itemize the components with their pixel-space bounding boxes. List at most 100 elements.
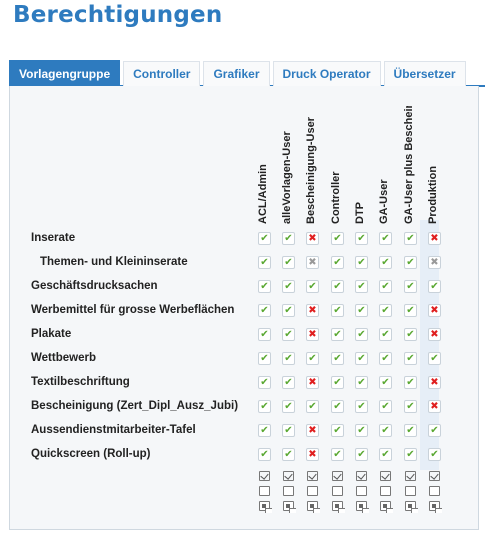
permission-granted-icon[interactable]: ✔ [379, 256, 392, 269]
permission-granted-icon[interactable]: ✔ [331, 424, 344, 437]
permission-granted-icon[interactable]: ✔ [379, 304, 392, 317]
permission-granted-icon[interactable]: ✔ [282, 376, 295, 389]
permission-granted-icon[interactable]: ✔ [379, 232, 392, 245]
invert-selection-icon[interactable] [405, 501, 418, 513]
permission-denied-icon[interactable]: ✖ [428, 400, 441, 413]
permission-granted-icon[interactable]: ✔ [355, 256, 368, 269]
permission-granted-icon[interactable]: ✔ [258, 448, 271, 461]
permission-granted-icon[interactable]: ✔ [258, 304, 271, 317]
permission-granted-icon[interactable]: ✔ [258, 256, 271, 269]
invert-selection-icon[interactable] [283, 501, 296, 513]
permission-granted-icon[interactable]: ✔ [306, 280, 319, 293]
invert-selection-icon[interactable] [429, 501, 442, 513]
permission-granted-icon[interactable]: ✔ [355, 448, 368, 461]
select-none-icon[interactable] [380, 486, 391, 496]
permission-granted-icon[interactable]: ✔ [355, 280, 368, 293]
permission-granted-icon[interactable]: ✔ [258, 328, 271, 341]
select-all-icon[interactable] [307, 471, 318, 481]
invert-selection-icon[interactable] [380, 501, 393, 513]
permission-granted-icon[interactable]: ✔ [355, 328, 368, 341]
permission-denied-icon[interactable]: ✖ [428, 304, 441, 317]
permission-granted-icon[interactable]: ✔ [404, 328, 417, 341]
permission-denied-icon[interactable]: ✖ [306, 376, 319, 389]
permission-granted-icon[interactable]: ✔ [331, 448, 344, 461]
tab-controller[interactable]: Controller [123, 61, 201, 86]
permission-granted-icon[interactable]: ✔ [282, 352, 295, 365]
select-all-icon[interactable] [356, 471, 367, 481]
permission-granted-icon[interactable]: ✔ [331, 352, 344, 365]
permission-granted-icon[interactable]: ✔ [258, 424, 271, 437]
permission-granted-icon[interactable]: ✔ [404, 376, 417, 389]
permission-granted-icon[interactable]: ✔ [428, 448, 441, 461]
invert-selection-icon[interactable] [307, 501, 320, 513]
select-none-icon[interactable] [356, 486, 367, 496]
permission-granted-icon[interactable]: ✔ [379, 400, 392, 413]
permission-granted-icon[interactable]: ✔ [379, 424, 392, 437]
permission-granted-icon[interactable]: ✔ [331, 328, 344, 341]
permission-granted-icon[interactable]: ✔ [282, 448, 295, 461]
permission-granted-icon[interactable]: ✔ [379, 280, 392, 293]
select-none-icon[interactable] [283, 486, 294, 496]
permission-granted-icon[interactable]: ✔ [379, 352, 392, 365]
permission-granted-icon[interactable]: ✔ [428, 352, 441, 365]
permission-granted-icon[interactable]: ✔ [331, 232, 344, 245]
permission-denied-icon[interactable]: ✖ [306, 256, 319, 269]
permission-granted-icon[interactable]: ✔ [331, 280, 344, 293]
select-all-icon[interactable] [259, 471, 270, 481]
permission-granted-icon[interactable]: ✔ [404, 256, 417, 269]
permission-granted-icon[interactable]: ✔ [306, 352, 319, 365]
permission-granted-icon[interactable]: ✔ [282, 232, 295, 245]
select-none-icon[interactable] [429, 486, 440, 496]
permission-granted-icon[interactable]: ✔ [282, 280, 295, 293]
permission-denied-icon[interactable]: ✖ [428, 256, 441, 269]
permission-granted-icon[interactable]: ✔ [258, 232, 271, 245]
permission-denied-icon[interactable]: ✖ [306, 304, 319, 317]
permission-granted-icon[interactable]: ✔ [282, 256, 295, 269]
select-all-icon[interactable] [405, 471, 416, 481]
permission-granted-icon[interactable]: ✔ [258, 376, 271, 389]
permission-granted-icon[interactable]: ✔ [355, 352, 368, 365]
invert-selection-icon[interactable] [332, 501, 345, 513]
permission-granted-icon[interactable]: ✔ [379, 328, 392, 341]
permission-granted-icon[interactable]: ✔ [258, 352, 271, 365]
permission-granted-icon[interactable]: ✔ [331, 256, 344, 269]
permission-denied-icon[interactable]: ✖ [428, 232, 441, 245]
permission-granted-icon[interactable]: ✔ [282, 328, 295, 341]
permission-denied-icon[interactable]: ✖ [306, 448, 319, 461]
invert-selection-icon[interactable] [259, 501, 272, 513]
tab-uebersetzer[interactable]: Übersetzer [383, 61, 466, 86]
permission-granted-icon[interactable]: ✔ [404, 400, 417, 413]
permission-granted-icon[interactable]: ✔ [404, 232, 417, 245]
select-none-icon[interactable] [259, 486, 270, 496]
permission-granted-icon[interactable]: ✔ [428, 424, 441, 437]
permission-granted-icon[interactable]: ✔ [379, 448, 392, 461]
permission-granted-icon[interactable]: ✔ [331, 400, 344, 413]
select-none-icon[interactable] [332, 486, 343, 496]
tab-druck-operator[interactable]: Druck Operator [272, 61, 381, 86]
permission-granted-icon[interactable]: ✔ [355, 232, 368, 245]
permission-denied-icon[interactable]: ✖ [306, 424, 319, 437]
tab-grafiker[interactable]: Grafiker [203, 61, 270, 86]
permission-granted-icon[interactable]: ✔ [331, 376, 344, 389]
permission-granted-icon[interactable]: ✔ [379, 376, 392, 389]
permission-granted-icon[interactable]: ✔ [282, 400, 295, 413]
permission-granted-icon[interactable]: ✔ [404, 280, 417, 293]
permission-granted-icon[interactable]: ✔ [331, 304, 344, 317]
permission-granted-icon[interactable]: ✔ [404, 304, 417, 317]
permission-granted-icon[interactable]: ✔ [355, 376, 368, 389]
permission-denied-icon[interactable]: ✖ [306, 328, 319, 341]
select-none-icon[interactable] [307, 486, 318, 496]
select-all-icon[interactable] [332, 471, 343, 481]
select-none-icon[interactable] [405, 486, 416, 496]
select-all-icon[interactable] [283, 471, 294, 481]
permission-granted-icon[interactable]: ✔ [404, 352, 417, 365]
permission-granted-icon[interactable]: ✔ [355, 400, 368, 413]
permission-granted-icon[interactable]: ✔ [355, 424, 368, 437]
permission-granted-icon[interactable]: ✔ [355, 304, 368, 317]
permission-granted-icon[interactable]: ✔ [282, 424, 295, 437]
permission-granted-icon[interactable]: ✔ [282, 304, 295, 317]
permission-granted-icon[interactable]: ✔ [258, 400, 271, 413]
permission-granted-icon[interactable]: ✔ [404, 448, 417, 461]
permission-denied-icon[interactable]: ✖ [428, 328, 441, 341]
permission-denied-icon[interactable]: ✖ [428, 376, 441, 389]
